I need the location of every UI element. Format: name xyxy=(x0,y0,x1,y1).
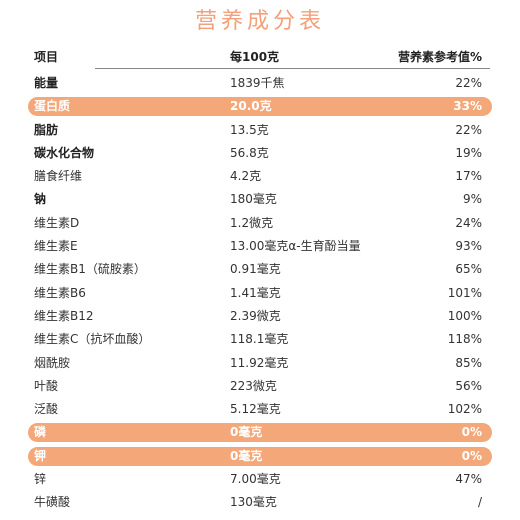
header-pct: 营养素参考值% xyxy=(397,50,482,64)
header-divider xyxy=(95,68,490,69)
row-name: 磷 xyxy=(34,425,47,440)
row-pct: 22% xyxy=(455,122,482,137)
row-name: 维生素B6 xyxy=(34,285,86,300)
row-pct: 93% xyxy=(455,239,482,254)
row-pct: 0% xyxy=(461,425,482,440)
row-pct: 0% xyxy=(461,448,482,463)
row-highlight-bar xyxy=(28,446,492,466)
row-pct: 56% xyxy=(455,378,482,393)
table-row: 维生素E 13.00毫克α-生育酚当量 93% xyxy=(0,235,520,258)
row-pct: 22% xyxy=(455,76,482,90)
row-pct: 118% xyxy=(447,332,482,347)
row-name: 蛋白质 xyxy=(34,99,71,114)
table-row: 维生素B1（硫胺素） 0.91毫克 65% xyxy=(0,258,520,281)
row-pct: 33% xyxy=(453,99,482,114)
row-name: 维生素B12 xyxy=(34,308,94,323)
row-name: 维生素E xyxy=(34,239,78,254)
table-row: 脂肪 13.5克 22% xyxy=(0,119,520,142)
row-name: 碳水化合物 xyxy=(34,145,95,160)
row-pct: / xyxy=(477,495,482,510)
row-highlight-bar xyxy=(28,423,492,443)
table-row: 碳水化合物 56.8克 19% xyxy=(0,142,520,165)
row-name: 钾 xyxy=(34,448,47,463)
row-amount: 1.2微克 xyxy=(230,215,274,230)
row-pct: 17% xyxy=(455,169,482,184)
table-row: 维生素B12 2.39微克 100% xyxy=(0,305,520,328)
row-amount: 4.2克 xyxy=(230,169,262,184)
table-row-highlighted: 蛋白质 20.0克 33% xyxy=(0,95,520,118)
row-pct: 24% xyxy=(455,215,482,230)
row-amount: 5.12毫克 xyxy=(230,402,281,417)
table-row: 牛磺酸 130毫克 / xyxy=(0,491,520,514)
row-pct: 102% xyxy=(447,402,482,417)
row-pct: 47% xyxy=(455,472,482,487)
table-row: 烟酰胺 11.92毫克 85% xyxy=(0,352,520,375)
row-pct: 100% xyxy=(447,308,482,323)
table-header: 项目 每100克 营养素参考值% xyxy=(0,44,520,68)
row-amount: 1.41毫克 xyxy=(230,285,281,300)
row-amount: 1839千焦 xyxy=(230,76,285,90)
row-amount: 0.91毫克 xyxy=(230,262,281,277)
header-name: 项目 xyxy=(34,50,59,64)
row-name: 维生素B1（硫胺素） xyxy=(34,262,146,277)
row-amount: 130毫克 xyxy=(230,495,277,510)
row-pct: 19% xyxy=(455,145,482,160)
table-row-highlighted: 钾 0毫克 0% xyxy=(0,445,520,468)
row-amount: 180毫克 xyxy=(230,192,277,207)
row-pct: 65% xyxy=(455,262,482,277)
table-row: 膳食纤维 4.2克 17% xyxy=(0,165,520,188)
row-name: 泛酸 xyxy=(34,402,59,417)
row-highlight-bar xyxy=(28,97,492,117)
table-row: 维生素D 1.2微克 24% xyxy=(0,212,520,235)
row-name: 维生素C（抗坏血酸） xyxy=(34,332,151,347)
table-row: 钠 180毫克 9% xyxy=(0,188,520,211)
row-name: 叶酸 xyxy=(34,378,59,393)
page-title: 营养成分表 xyxy=(194,9,325,34)
header-amount: 每100克 xyxy=(230,50,280,64)
table-row: 维生素B6 1.41毫克 101% xyxy=(0,282,520,305)
row-name: 能量 xyxy=(34,76,59,90)
row-pct: 9% xyxy=(462,192,482,207)
row-pct: 101% xyxy=(447,285,482,300)
row-amount: 2.39微克 xyxy=(230,308,281,323)
row-amount: 13.5克 xyxy=(230,122,269,137)
row-name: 维生素D xyxy=(34,215,80,230)
row-amount: 20.0克 xyxy=(230,99,272,114)
row-amount: 0毫克 xyxy=(230,448,263,463)
row-amount: 118.1毫克 xyxy=(230,332,289,347)
row-amount: 11.92毫克 xyxy=(230,355,289,370)
table-row: 叶酸 223微克 56% xyxy=(0,375,520,398)
table-row: 维生素C（抗坏血酸） 118.1毫克 118% xyxy=(0,328,520,351)
row-amount: 223微克 xyxy=(230,378,277,393)
row-amount: 56.8克 xyxy=(230,145,269,160)
table-row: 能量 1839千焦 22% xyxy=(0,72,520,95)
row-name: 锌 xyxy=(34,472,47,487)
table-row: 泛酸 5.12毫克 102% xyxy=(0,398,520,421)
row-name: 脂肪 xyxy=(34,122,59,137)
row-name: 钠 xyxy=(34,192,47,207)
row-amount: 0毫克 xyxy=(230,425,263,440)
table-row: 锌 7.00毫克 47% xyxy=(0,468,520,491)
row-name: 牛磺酸 xyxy=(34,495,71,510)
row-name: 膳食纤维 xyxy=(34,169,83,184)
row-amount: 13.00毫克α-生育酚当量 xyxy=(230,239,361,254)
row-pct: 85% xyxy=(455,355,482,370)
row-name: 烟酰胺 xyxy=(34,355,71,370)
table-row-highlighted: 磷 0毫克 0% xyxy=(0,421,520,444)
row-amount: 7.00毫克 xyxy=(230,472,281,487)
nutrition-table: 能量 1839千焦 22% 蛋白质 20.0克 33% 脂肪 13.5克 22%… xyxy=(0,72,520,515)
